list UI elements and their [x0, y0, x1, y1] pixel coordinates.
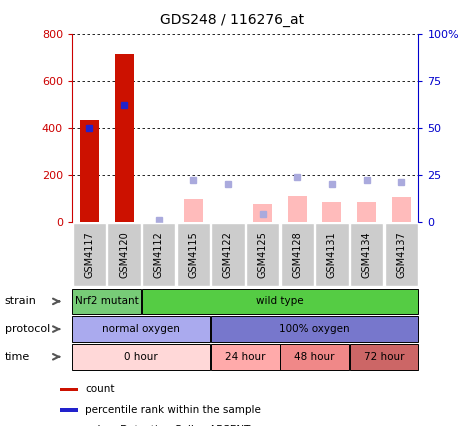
Text: GSM4137: GSM4137: [396, 231, 406, 278]
Text: 72 hour: 72 hour: [364, 352, 404, 362]
Text: GSM4134: GSM4134: [361, 231, 372, 278]
FancyBboxPatch shape: [211, 317, 418, 342]
Text: count: count: [86, 384, 115, 394]
Text: Nrf2 mutant: Nrf2 mutant: [75, 296, 139, 306]
FancyBboxPatch shape: [280, 223, 314, 286]
Text: GSM4117: GSM4117: [84, 231, 94, 278]
Text: GSM4115: GSM4115: [188, 231, 199, 278]
FancyBboxPatch shape: [350, 344, 418, 369]
FancyBboxPatch shape: [280, 344, 349, 369]
Text: protocol: protocol: [5, 324, 50, 334]
FancyBboxPatch shape: [211, 223, 245, 286]
Text: normal oxygen: normal oxygen: [102, 324, 180, 334]
Bar: [60, 388, 78, 391]
Bar: [253, 204, 272, 222]
Text: 0 hour: 0 hour: [125, 352, 158, 362]
FancyBboxPatch shape: [315, 223, 349, 286]
Bar: [288, 196, 307, 222]
Text: value, Detection Call = ABSENT: value, Detection Call = ABSENT: [86, 425, 251, 426]
Text: GSM4125: GSM4125: [258, 231, 268, 278]
FancyBboxPatch shape: [211, 344, 279, 369]
Text: GDS248 / 116276_at: GDS248 / 116276_at: [160, 13, 305, 27]
FancyBboxPatch shape: [73, 344, 210, 369]
Text: GSM4128: GSM4128: [292, 231, 302, 278]
FancyBboxPatch shape: [246, 223, 279, 286]
Text: GSM4122: GSM4122: [223, 231, 233, 278]
FancyBboxPatch shape: [142, 223, 175, 286]
Text: GSM4112: GSM4112: [153, 231, 164, 278]
FancyBboxPatch shape: [142, 289, 418, 314]
Bar: [114, 54, 133, 222]
Text: GSM4120: GSM4120: [119, 231, 129, 278]
Text: time: time: [5, 352, 30, 362]
Bar: [60, 408, 78, 412]
FancyBboxPatch shape: [385, 223, 418, 286]
FancyBboxPatch shape: [73, 289, 141, 314]
Text: 48 hour: 48 hour: [294, 352, 335, 362]
Bar: [322, 201, 341, 222]
FancyBboxPatch shape: [177, 223, 210, 286]
FancyBboxPatch shape: [73, 317, 210, 342]
FancyBboxPatch shape: [107, 223, 141, 286]
Text: 24 hour: 24 hour: [225, 352, 266, 362]
Bar: [184, 199, 203, 222]
Text: percentile rank within the sample: percentile rank within the sample: [86, 405, 261, 414]
Bar: [80, 120, 99, 222]
Text: strain: strain: [5, 296, 37, 306]
Bar: [392, 197, 411, 222]
Text: 100% oxygen: 100% oxygen: [279, 324, 350, 334]
FancyBboxPatch shape: [350, 223, 383, 286]
FancyBboxPatch shape: [73, 223, 106, 286]
Bar: [357, 201, 376, 222]
Text: GSM4131: GSM4131: [327, 231, 337, 278]
Text: wild type: wild type: [256, 296, 304, 306]
